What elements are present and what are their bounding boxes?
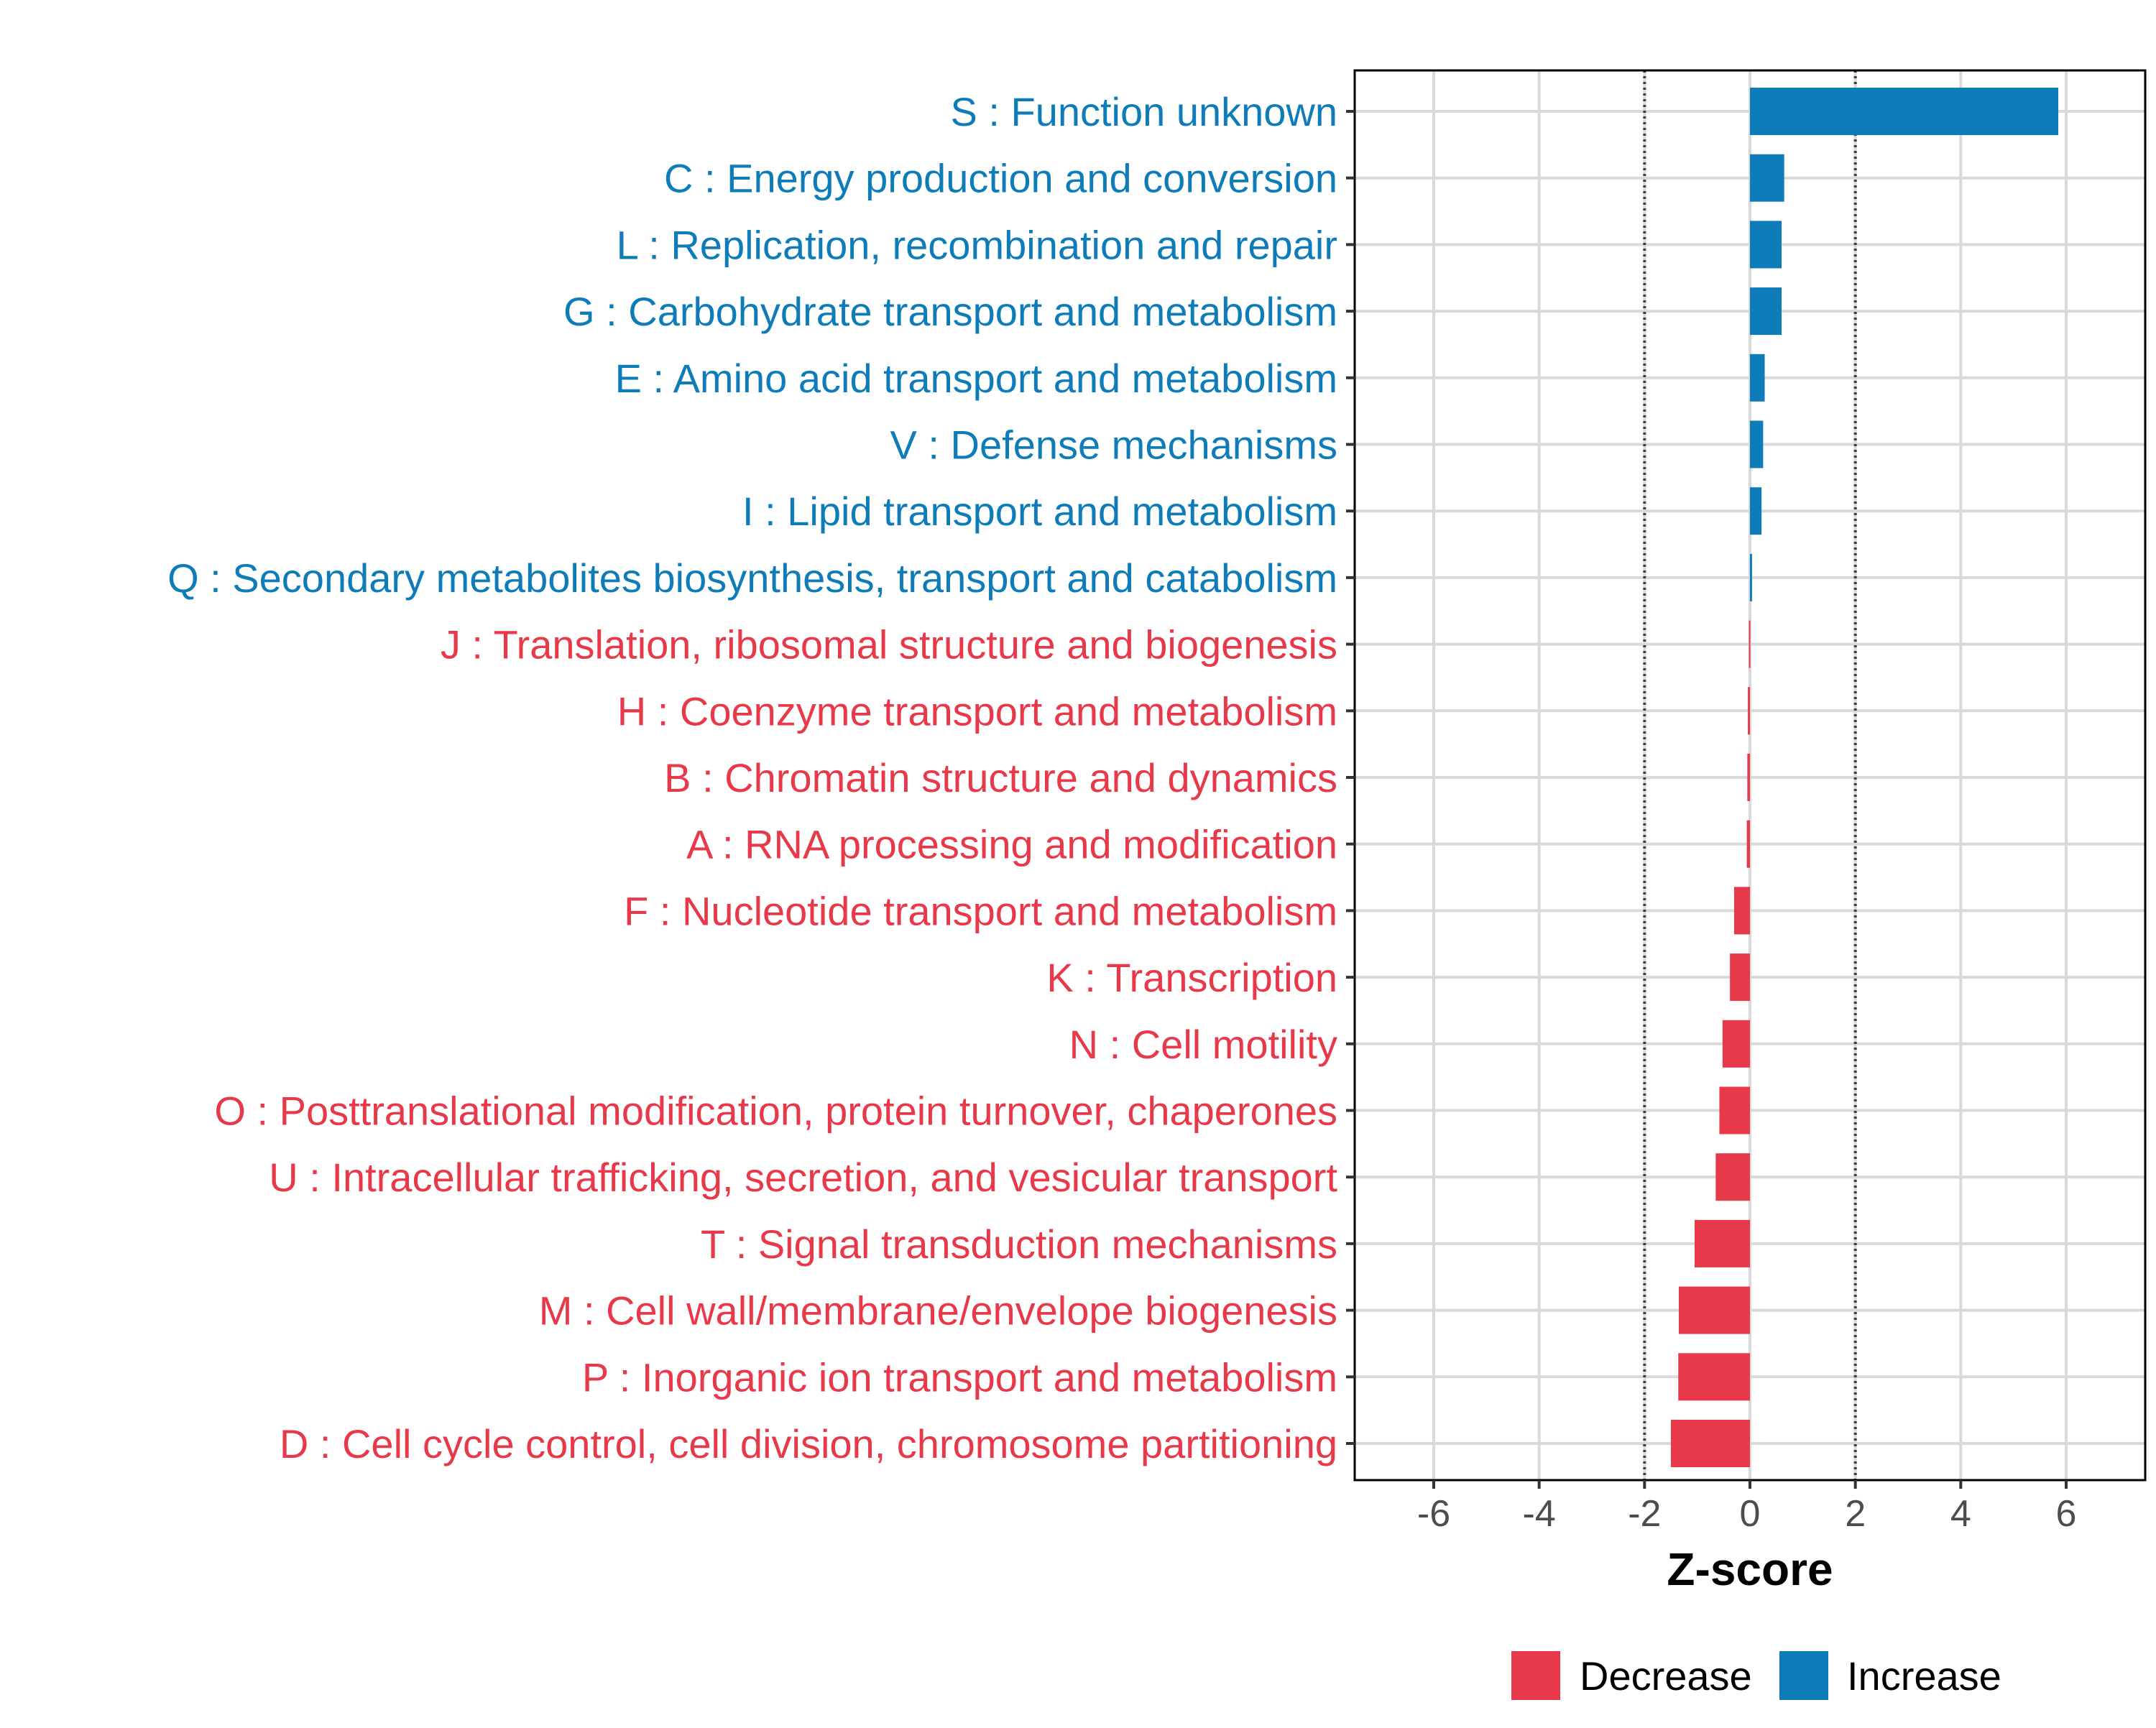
category-label: K : Transcription <box>1046 955 1337 1000</box>
bar <box>1722 1020 1750 1068</box>
legend-label-increase: Increase <box>1847 1653 2001 1699</box>
category-label: L : Replication, recombination and repai… <box>617 222 1337 267</box>
bar <box>1715 1153 1750 1201</box>
x-tick-label: 2 <box>1845 1493 1866 1535</box>
category-label: S : Function unknown <box>950 89 1337 134</box>
category-label: M : Cell wall/membrane/envelope biogenes… <box>539 1288 1337 1334</box>
category-label: V : Defense mechanisms <box>890 422 1337 468</box>
legend-swatch-increase <box>1779 1651 1828 1700</box>
category-label: A : RNA processing and modification <box>686 822 1337 867</box>
bar <box>1750 88 2058 135</box>
category-label: G : Carbohydrate transport and metabolis… <box>563 289 1337 334</box>
category-label: J : Translation, ribosomal structure and… <box>441 622 1337 667</box>
bar <box>1748 687 1750 735</box>
x-tick-label: -4 <box>1523 1493 1556 1535</box>
bar <box>1747 754 1750 801</box>
bar <box>1671 1420 1750 1467</box>
bar <box>1746 820 1750 868</box>
bar <box>1730 953 1750 1002</box>
bar <box>1734 887 1750 935</box>
bar <box>1750 154 1784 202</box>
category-label: O : Posttranslational modification, prot… <box>214 1089 1337 1134</box>
bar <box>1719 1086 1750 1135</box>
category-label: C : Energy production and conversion <box>664 156 1337 201</box>
legend: Decrease Increase <box>1511 1651 2001 1700</box>
category-label: D : Cell cycle control, cell division, c… <box>280 1421 1337 1466</box>
bar <box>1750 553 1752 601</box>
x-tick-label: -6 <box>1417 1493 1450 1535</box>
legend-swatch-decrease <box>1511 1651 1560 1700</box>
bars <box>1671 88 2058 1467</box>
x-tick-label: 0 <box>1740 1493 1761 1535</box>
category-label: U : Intracellular trafficking, secretion… <box>269 1155 1337 1200</box>
category-label: N : Cell motility <box>1069 1022 1337 1067</box>
category-label: P : Inorganic ion transport and metaboli… <box>582 1354 1337 1400</box>
bar <box>1749 620 1751 668</box>
category-label: T : Signal transduction mechanisms <box>701 1221 1337 1267</box>
category-label: B : Chromatin structure and dynamics <box>664 755 1337 800</box>
bar <box>1750 287 1782 336</box>
x-tick-label: 6 <box>2056 1493 2077 1535</box>
bar <box>1750 221 1782 269</box>
x-axis-ticks: -6 -4 -2 0 2 4 6 <box>1417 1480 2077 1535</box>
category-label: Q : Secondary metabolites biosynthesis, … <box>167 555 1337 601</box>
bar <box>1750 487 1762 535</box>
bar <box>1695 1219 1750 1267</box>
category-label: E : Amino acid transport and metabolism <box>615 356 1337 401</box>
category-label: H : Coenzyme transport and metabolism <box>617 688 1337 734</box>
x-tick-label: 4 <box>1950 1493 1971 1535</box>
y-axis-ticks: S : Function unknown C : Energy productio… <box>167 89 1355 1466</box>
x-axis-title: Z-score <box>1667 1543 1833 1595</box>
category-label: I : Lipid transport and metabolism <box>742 489 1337 534</box>
legend-label-decrease: Decrease <box>1580 1653 1752 1699</box>
bar <box>1750 420 1764 468</box>
bar <box>1678 1353 1750 1401</box>
category-label: F : Nucleotide transport and metabolism <box>624 888 1337 933</box>
bar <box>1679 1286 1750 1334</box>
x-tick-label: -2 <box>1628 1493 1661 1535</box>
bar <box>1750 354 1765 402</box>
